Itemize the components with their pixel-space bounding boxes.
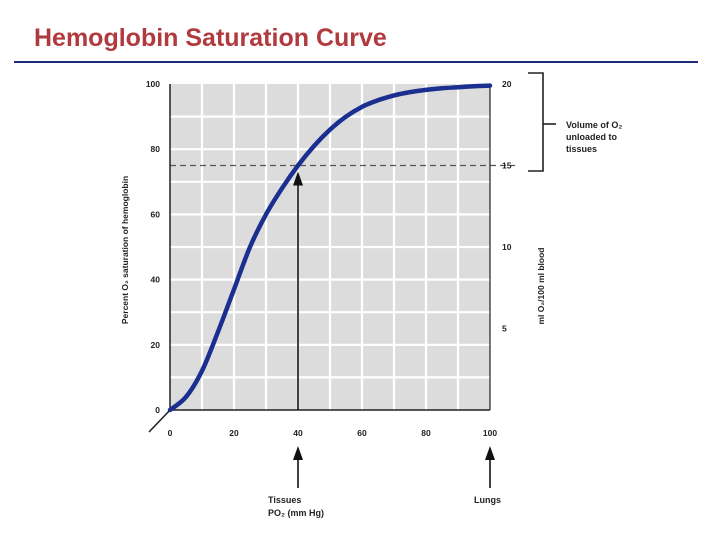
y-right-tick-label: 15 [502, 161, 512, 171]
y-right-tick-label: 5 [502, 324, 507, 334]
y-left-tick-label: 80 [151, 144, 161, 154]
y-right-axis-label: ml O₂/100 ml blood [536, 248, 546, 325]
saturation-curve [167, 83, 493, 413]
x-tick-label: 0 [168, 428, 173, 438]
y-left-axis-label: Percent O₂ saturation of hemoglobin [120, 176, 130, 324]
tissues-arrow-head [293, 171, 303, 186]
y-right-tick-label: 20 [502, 79, 512, 89]
lungs-label: Lungs [474, 495, 501, 505]
unloaded-bracket [528, 72, 544, 172]
tissues-pointer-head [293, 446, 303, 460]
origin-break-mark [148, 407, 173, 433]
y-left-tick-label: 0 [155, 405, 160, 415]
x-tick-label: 20 [229, 428, 239, 438]
y-left-tick-label: 100 [146, 79, 160, 89]
title-divider [14, 61, 698, 63]
unloaded-note-line-2: unloaded to [566, 132, 617, 142]
y-left-tick-label: 20 [151, 340, 161, 350]
x-tick-label: 80 [421, 428, 431, 438]
x-tick-label: 40 [293, 428, 303, 438]
unloaded-note-line-3: tissues [566, 144, 597, 154]
y-left-tick-label: 40 [151, 275, 161, 285]
tick-labels: 0 20 40 60 80 100 0 20 40 60 80 100 5 10 15 20 [146, 79, 512, 438]
lungs-pointer-head [485, 446, 495, 460]
unloaded-note-line-1: Volume of O₂ [566, 120, 622, 130]
slide-title: Hemoglobin Saturation Curve [34, 24, 387, 52]
x-tick-label: 100 [483, 428, 497, 438]
tissues-po2-label: PO₂ (mm Hg) [268, 508, 324, 518]
y-left-tick-label: 60 [151, 209, 161, 219]
tissues-label: Tissues [268, 495, 301, 505]
x-tick-label: 60 [357, 428, 367, 438]
y-right-tick-label: 10 [502, 242, 512, 252]
